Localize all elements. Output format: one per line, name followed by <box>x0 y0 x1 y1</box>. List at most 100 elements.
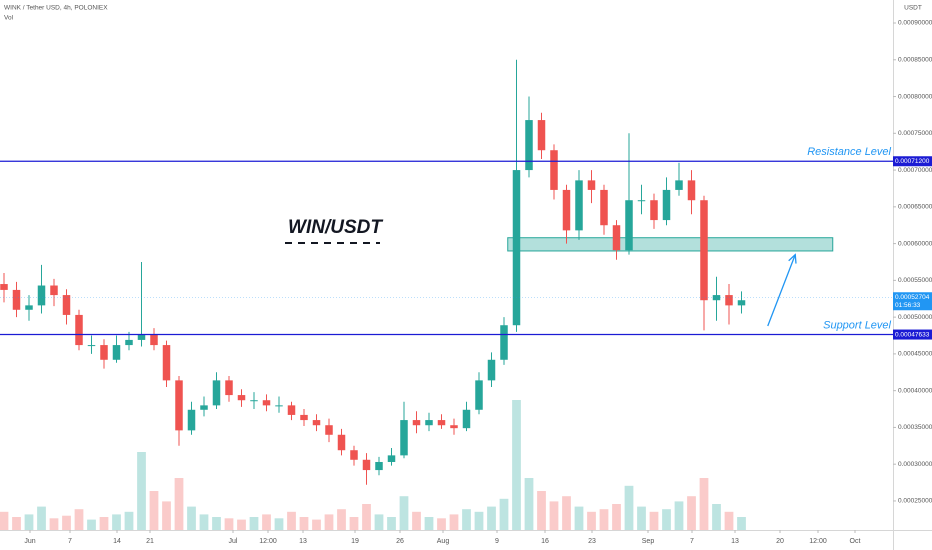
volume-bar <box>712 504 721 530</box>
candle-body <box>700 200 708 301</box>
candle-body <box>412 420 421 426</box>
candle-body <box>687 180 696 201</box>
candle-body <box>662 189 671 221</box>
candle-body <box>262 400 271 406</box>
y-tick-label: 0.00045000 <box>898 351 932 358</box>
x-tick-label: 13 <box>731 538 739 545</box>
candle-body <box>625 200 633 251</box>
candle-body <box>312 420 321 426</box>
volume-bar <box>574 506 584 530</box>
x-tick-label: 23 <box>588 538 596 545</box>
x-tick-label: 14 <box>113 538 121 545</box>
x-tick-label: Jun <box>24 538 35 545</box>
volume-bar <box>412 511 421 530</box>
candle-body <box>325 425 333 435</box>
volume-bar <box>212 517 221 530</box>
volume-label: Vol <box>4 15 14 22</box>
y-tick-label: 0.00085000 <box>898 56 932 63</box>
volume-bar <box>299 517 309 530</box>
candle-body <box>550 150 558 190</box>
volume-bar <box>174 478 184 530</box>
volume-bar <box>162 501 171 530</box>
candle-body <box>75 314 83 346</box>
volume-bar <box>374 514 384 530</box>
volume-bar <box>262 514 271 530</box>
candle-body <box>350 450 358 460</box>
candle-body <box>137 334 146 340</box>
level-name: Support Level <box>823 319 891 331</box>
volume-bar <box>337 509 346 530</box>
candle-body <box>300 414 308 421</box>
volume-bar <box>499 498 509 530</box>
volume-bar <box>637 506 646 530</box>
candle-body <box>125 339 133 346</box>
x-tick-label: 12:00 <box>809 538 827 545</box>
volume-bar <box>274 518 284 530</box>
volume-bar <box>87 519 96 530</box>
level-name: Resistance Level <box>807 146 891 158</box>
candle-body <box>725 295 733 306</box>
volume-bar <box>49 518 59 530</box>
volume-bar <box>549 501 559 530</box>
volume-bar <box>112 514 121 530</box>
candle-body <box>600 189 608 226</box>
volume-bar <box>399 496 409 530</box>
candle-body <box>425 420 433 426</box>
candle-body <box>375 461 383 471</box>
candle-body <box>112 345 121 360</box>
y-tick-label: 0.00090000 <box>898 20 932 27</box>
candle-body <box>437 420 446 426</box>
candle-body <box>275 405 283 407</box>
volume-bar <box>424 517 434 530</box>
volume-bar <box>0 511 9 530</box>
candle-body <box>212 380 221 406</box>
x-tick-label: Sep <box>642 538 655 545</box>
x-tick-label: 12:00 <box>259 538 277 545</box>
y-tick-label: 0.00040000 <box>898 387 932 394</box>
candle-body <box>200 405 208 410</box>
candle-body <box>37 285 46 306</box>
candle-body <box>12 289 21 310</box>
candle-body <box>562 189 571 231</box>
volume-bar <box>237 519 246 530</box>
volume-bar <box>524 478 534 530</box>
volume-bar <box>662 509 671 530</box>
y-tick-label: 0.00080000 <box>898 93 932 100</box>
x-tick-label: Aug <box>437 538 450 545</box>
volume-bar <box>187 506 196 530</box>
candle-body <box>150 334 158 346</box>
volume-bar <box>124 511 134 530</box>
chart-title: WINK / Tether USD, 4h, POLONIEX <box>4 5 108 12</box>
candle-body <box>500 325 508 360</box>
price-axis-unit: USDT <box>904 5 922 12</box>
candle-body <box>487 359 496 381</box>
level-price-tag <box>893 156 932 167</box>
volume-bar <box>37 506 46 530</box>
volume-bar <box>287 511 296 530</box>
candle-body <box>612 225 621 251</box>
volume-bar <box>12 517 21 530</box>
volume-bar <box>149 491 159 530</box>
volume-bar <box>437 518 446 530</box>
x-tick-label: 21 <box>146 538 154 545</box>
volume-bar <box>224 518 234 530</box>
x-tick-label: 20 <box>776 538 784 545</box>
candle-body <box>650 200 658 221</box>
volume-bar <box>449 514 459 530</box>
candle-body <box>387 455 396 462</box>
candle-body <box>50 285 58 296</box>
volume-bar <box>462 509 471 530</box>
candle-body <box>587 180 596 190</box>
x-tick-label: 7 <box>690 538 694 545</box>
candle-body <box>25 305 33 310</box>
y-tick-label: 0.00030000 <box>898 461 932 468</box>
level-price-tag <box>893 329 932 340</box>
candle-body <box>100 345 108 360</box>
candle-body <box>712 295 721 301</box>
volume-bar <box>737 517 746 530</box>
volume-bar <box>349 517 359 530</box>
x-tick-label: 13 <box>299 538 307 545</box>
